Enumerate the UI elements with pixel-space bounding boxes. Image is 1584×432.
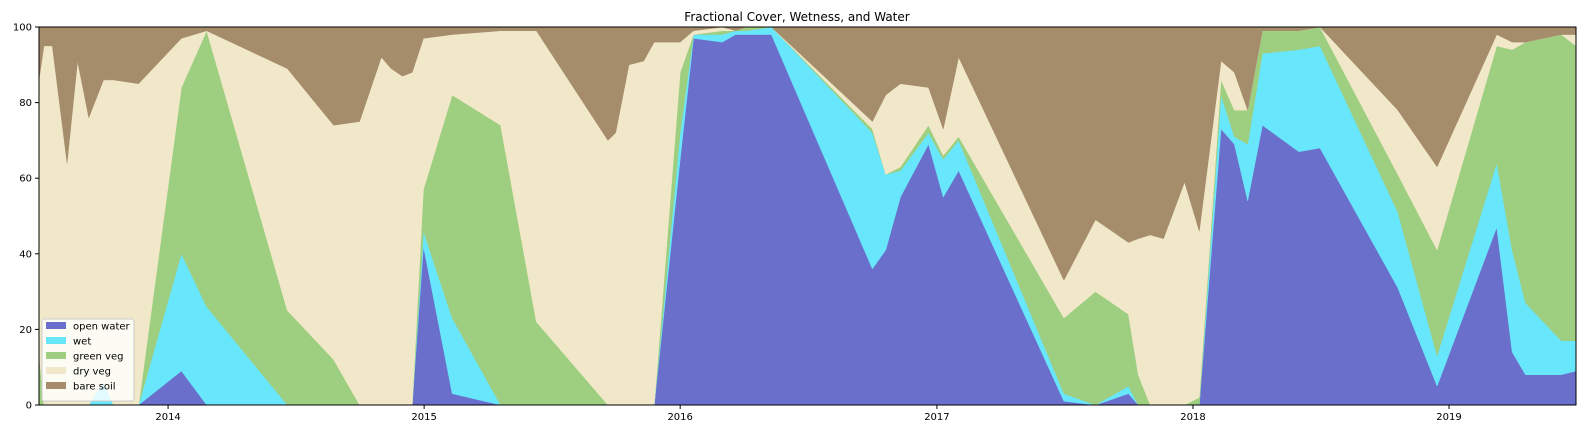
plot-frame: [38, 26, 1577, 406]
y-tick-label: 40: [19, 249, 32, 260]
x-tick-label: 2016: [667, 412, 692, 423]
legend-label-open-water: open water: [73, 322, 131, 333]
legend-swatch-open-water: [46, 322, 66, 329]
legend-label-dry-veg: dry veg: [73, 367, 111, 378]
y-tick-label: 20: [19, 325, 32, 336]
x-tick-label: 2015: [411, 412, 436, 423]
x-tick-label: 2014: [155, 412, 180, 423]
legend-label-wet: wet: [73, 337, 91, 348]
x-tick-label: 2019: [1436, 412, 1461, 423]
legend-label-bare-soil: bare soil: [73, 382, 116, 393]
legend-label-green-veg: green veg: [73, 352, 123, 363]
chart-title: Fractional Cover, Wetness, and Water: [684, 10, 909, 24]
area-series-group: [38, 26, 1577, 406]
legend: open water wet green veg dry veg bare soil: [41, 318, 135, 402]
legend-swatch-wet: [46, 337, 66, 344]
x-axis: 2014 2015 2016 2017 2018 2019: [155, 405, 1462, 423]
y-tick-label: 60: [19, 174, 32, 185]
legend-swatch-bare-soil: [46, 382, 66, 389]
legend-swatch-green-veg: [46, 352, 66, 359]
y-tick-label: 100: [13, 23, 32, 34]
y-tick-label: 0: [26, 401, 32, 412]
x-tick-label: 2018: [1180, 412, 1205, 423]
x-tick-label: 2017: [924, 412, 949, 423]
y-tick-label: 80: [19, 98, 32, 109]
y-axis: 0 20 40 60 80 100: [13, 23, 39, 412]
legend-swatch-dry-veg: [46, 367, 66, 374]
